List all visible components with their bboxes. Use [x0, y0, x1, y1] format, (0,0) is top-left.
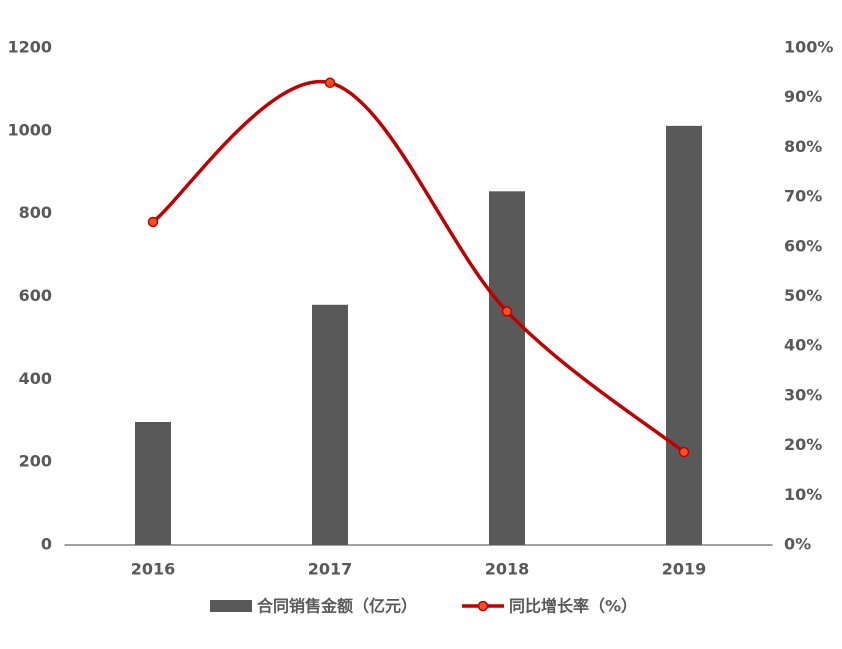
y2-tick-label: 10% — [784, 485, 822, 504]
legend-label: 合同销售金额（亿元） — [257, 597, 417, 616]
y-tick-label: 200 — [19, 452, 52, 471]
y2-tick-label: 70% — [784, 187, 822, 206]
bar — [312, 304, 348, 545]
line-marker — [147, 216, 159, 228]
y-tick-label: 600 — [19, 286, 52, 305]
legend-swatch — [210, 600, 252, 612]
x-tick-label: 2017 — [308, 560, 353, 579]
y2-tick-label: 30% — [784, 385, 822, 404]
x-tick-label: 2019 — [662, 560, 707, 579]
y-tick-label: 800 — [19, 203, 52, 222]
y2-tick-label: 50% — [784, 286, 822, 305]
y2-tick-label: 0% — [784, 535, 811, 554]
x-tick-label: 2016 — [131, 560, 176, 579]
y-tick-label: 400 — [19, 369, 52, 388]
y-tick-label: 1200 — [7, 38, 52, 57]
line — [151, 79, 686, 454]
y2-tick-label: 80% — [784, 137, 822, 156]
bar — [135, 421, 171, 545]
line-marker — [501, 306, 513, 317]
y2-tick-label: 40% — [784, 336, 822, 355]
line-marker — [678, 446, 690, 458]
line-marker — [324, 77, 336, 89]
x-tick-label: 2018 — [485, 560, 530, 579]
legend-label: 同比增长率（%） — [509, 597, 637, 616]
y-tick-label: 1000 — [7, 120, 52, 139]
y-tick-label: 0 — [41, 535, 52, 554]
bar — [489, 191, 525, 545]
y2-tick-label: 90% — [784, 87, 822, 106]
bar — [666, 125, 702, 545]
y2-tick-label: 60% — [784, 236, 822, 255]
y2-tick-label: 100% — [784, 38, 833, 57]
legend-swatch — [477, 600, 489, 612]
y2-tick-label: 20% — [784, 435, 822, 454]
